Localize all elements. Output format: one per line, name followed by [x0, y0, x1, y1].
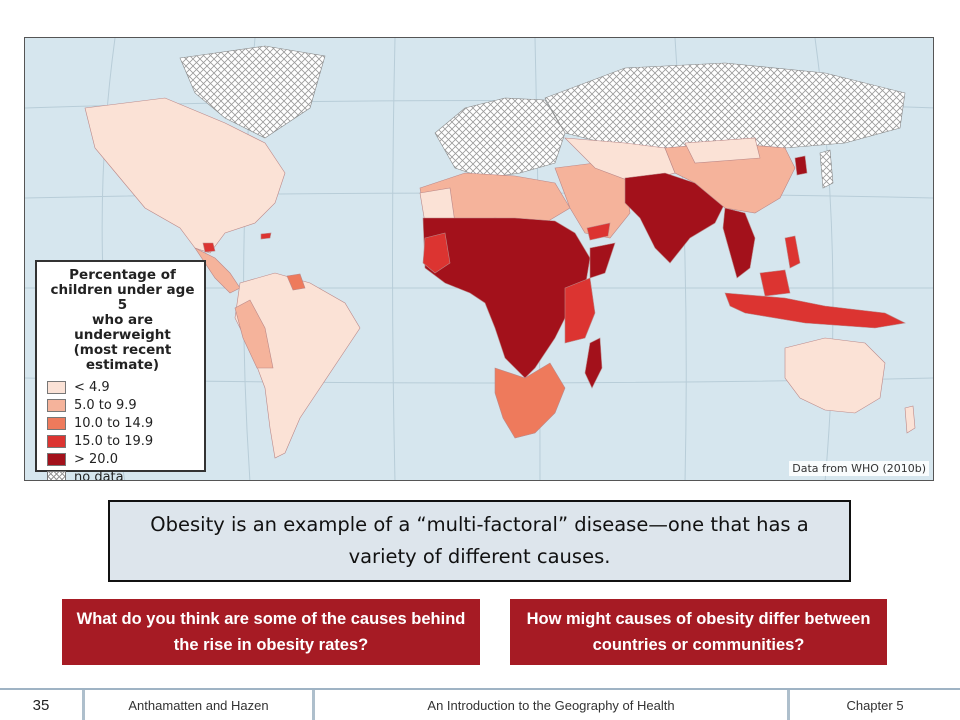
- footer-chapter: Chapter 5: [846, 697, 904, 713]
- legend-label: > 20.0: [74, 451, 118, 467]
- legend-title-line: children under age 5: [50, 282, 195, 313]
- south-america: [234, 272, 361, 459]
- indonesia: [724, 292, 906, 329]
- somalia-horn: [589, 242, 616, 279]
- southern-africa: [494, 362, 566, 439]
- russia-nodata: [544, 62, 906, 149]
- philippines: [784, 235, 801, 269]
- legend-label: 10.0 to 14.9: [74, 415, 154, 431]
- footer-authors: Anthamatten and Hazen: [85, 690, 315, 720]
- legend-swatch: [47, 434, 66, 448]
- legend-title-line: who are underweight: [74, 312, 171, 343]
- main-statement-box: Obesity is an example of a “multi-factor…: [108, 500, 851, 582]
- main-statement: Obesity is an example of a “multi-factor…: [150, 513, 809, 568]
- andes-region: [234, 299, 274, 369]
- japan: [819, 149, 834, 189]
- new-zealand: [904, 405, 916, 434]
- east-africa: [564, 277, 596, 344]
- legend-swatch-nodata: [47, 470, 66, 480]
- south-asia: [624, 172, 726, 264]
- legend-title-line: Percentage of: [69, 267, 176, 283]
- sahel-africa: [422, 217, 591, 379]
- guatemala: [202, 242, 216, 253]
- world-map: Percentage of children under age 5 who a…: [24, 37, 934, 481]
- map-legend: Percentage of children under age 5 who a…: [35, 260, 206, 480]
- legend-label: < 4.9: [74, 379, 110, 395]
- map-svg: [25, 38, 933, 480]
- question-text: What do you think are some of the causes…: [76, 610, 466, 654]
- legend-item: 15.0 to 19.9: [47, 432, 198, 450]
- north-korea: [794, 155, 808, 176]
- question-box-2: How might causes of obesity differ betwe…: [510, 599, 887, 665]
- slide-footer: 35 Anthamatten and Hazen An Introduction…: [0, 688, 960, 720]
- west-africa-red: [422, 232, 451, 274]
- legend-label: 15.0 to 19.9: [74, 433, 154, 449]
- legend-item: > 20.0: [47, 450, 198, 468]
- mongolia: [684, 137, 761, 164]
- legend-label: no data: [74, 469, 124, 481]
- legend-swatch: [47, 416, 66, 430]
- legend-item: no data: [47, 468, 198, 481]
- haiti: [260, 232, 272, 240]
- legend-item: 10.0 to 14.9: [47, 414, 198, 432]
- footer-book-title: An Introduction to the Geography of Heal…: [315, 690, 790, 720]
- legend-swatch: [47, 452, 66, 466]
- guyana: [286, 273, 306, 291]
- borneo: [759, 269, 791, 297]
- page-number: 35: [0, 690, 85, 720]
- legend-item: < 4.9: [47, 378, 198, 396]
- legend-swatch: [47, 380, 66, 394]
- legend-swatch: [47, 398, 66, 412]
- greenland-nodata: [179, 45, 326, 139]
- north-america: [84, 97, 286, 254]
- yemen: [586, 222, 611, 241]
- question-box-1: What do you think are some of the causes…: [62, 599, 480, 665]
- legend-title: Percentage of children under age 5 who a…: [47, 268, 198, 373]
- data-credit: Data from WHO (2010b): [789, 461, 929, 476]
- madagascar: [584, 337, 603, 389]
- question-text: How might causes of obesity differ betwe…: [526, 610, 871, 654]
- legend-label: 5.0 to 9.9: [74, 397, 137, 413]
- legend-title-line: (most recent estimate): [73, 342, 172, 373]
- australia: [784, 337, 886, 414]
- europe-nodata: [434, 97, 566, 179]
- southeast-asia: [722, 207, 756, 279]
- legend-item: 5.0 to 9.9: [47, 396, 198, 414]
